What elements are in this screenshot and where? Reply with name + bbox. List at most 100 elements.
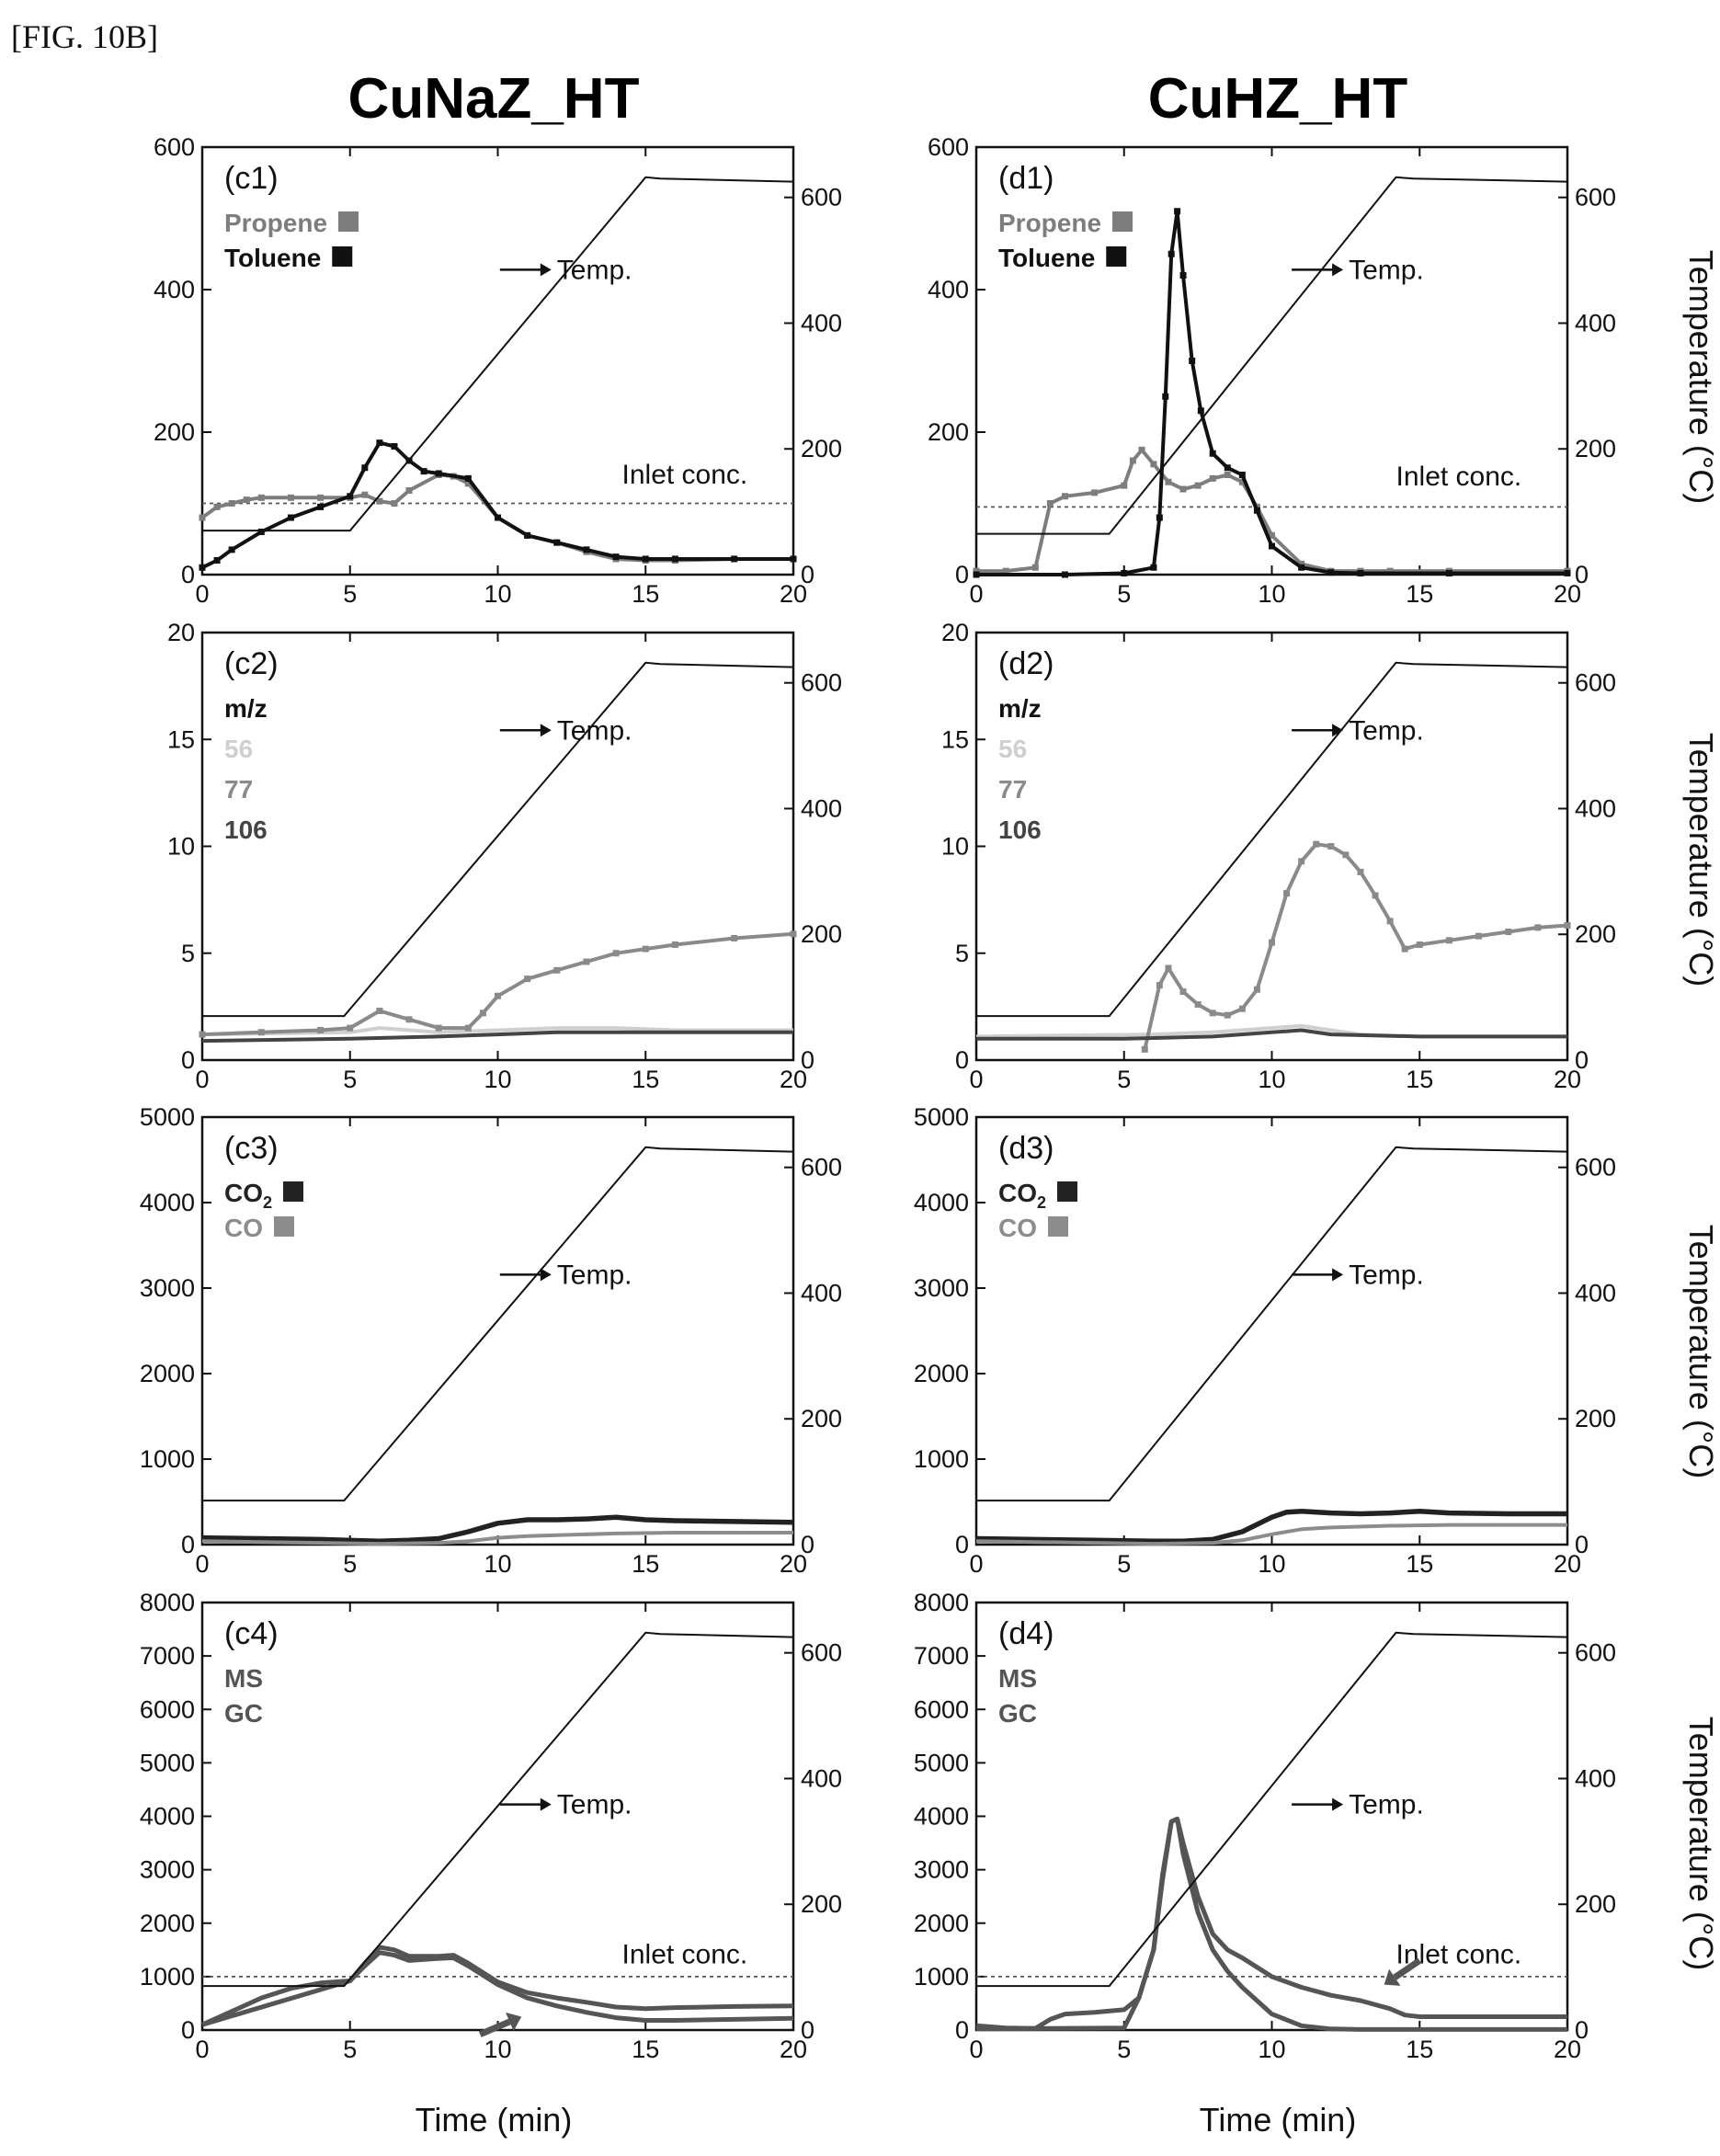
y-tick-label: 15 <box>941 725 969 753</box>
data-point-propene <box>1061 493 1068 500</box>
data-point-toluene <box>524 531 531 539</box>
temp-arrow-head <box>540 1268 552 1282</box>
data-point-77 <box>317 1026 325 1033</box>
y2-axis-label-row3: Temperature (°C) <box>1682 1225 1720 1478</box>
data-point-77 <box>1156 982 1163 989</box>
temperature-line <box>202 1631 794 1988</box>
legend-label-toluene: Toluene <box>998 244 1095 272</box>
y-tick-label: 0 <box>181 1531 195 1558</box>
data-point-propene <box>1150 461 1157 468</box>
data-point-propene <box>1194 482 1202 489</box>
temp-label: Temp. <box>1349 1790 1424 1820</box>
y-tick-label: 0 <box>181 2016 195 2044</box>
inlet-conc-label: Inlet conc. <box>622 460 748 490</box>
data-point-propene <box>1046 500 1054 507</box>
y2-tick-label: 600 <box>1575 184 1616 211</box>
data-point-77 <box>257 1029 265 1036</box>
x-tick-label: 5 <box>1117 2036 1131 2063</box>
data-point-toluene <box>1168 250 1175 257</box>
data-point-77 <box>731 934 738 941</box>
data-point-77 <box>553 966 561 974</box>
inlet-conc-label: Inlet conc. <box>622 1939 748 1969</box>
y-tick-label: 600 <box>928 133 969 161</box>
x-tick-label: 0 <box>195 1550 209 1578</box>
y2-tick-label: 200 <box>801 1890 842 1918</box>
x-tick-label: 20 <box>780 2036 807 2063</box>
y2-tick-label: 400 <box>1575 309 1616 337</box>
series-line-co <box>201 1531 793 1546</box>
panel-label: (d3) <box>998 1131 1054 1166</box>
y-tick-label: 7000 <box>914 1642 969 1670</box>
data-point-toluene <box>257 529 265 535</box>
column-title-cunaz: CuNaZ_HT <box>348 67 640 131</box>
data-point-toluene <box>790 555 797 563</box>
x-tick-label: 20 <box>780 1066 807 1093</box>
y2-tick-label: 400 <box>801 794 842 822</box>
legend-swatch-co2 <box>1057 1181 1078 1202</box>
temperature-line <box>976 661 1568 1018</box>
legend-swatch-co <box>274 1216 294 1237</box>
y-tick-label: 1000 <box>140 1963 195 1991</box>
series-line-gc <box>975 1816 1567 2032</box>
panel-label: (c4) <box>224 1616 279 1651</box>
data-point-propene <box>1386 567 1394 575</box>
y2-tick-label: 200 <box>1575 1890 1616 1918</box>
y-tick-label: 4000 <box>914 1189 969 1216</box>
data-point-toluene <box>347 493 354 500</box>
data-point-toluene <box>495 514 501 521</box>
x-tick-label: 20 <box>780 580 807 608</box>
x-tick-label: 5 <box>343 1550 357 1578</box>
data-point-77 <box>1357 868 1364 875</box>
y-tick-label: 7000 <box>140 1642 195 1670</box>
x-tick-label: 5 <box>343 580 357 608</box>
data-point-77 <box>1475 932 1483 940</box>
data-point-toluene <box>1197 407 1204 415</box>
data-point-77 <box>479 1010 486 1017</box>
data-point-77 <box>1445 937 1452 944</box>
legend-swatch-co2 <box>283 1181 304 1202</box>
temp-arrow-head <box>540 263 552 277</box>
y-tick-label: 0 <box>181 561 195 588</box>
temp-label: Temp. <box>557 1790 632 1820</box>
data-point-77 <box>524 975 531 983</box>
x-tick-label: 15 <box>1406 1550 1433 1578</box>
x-tick-label: 10 <box>1258 1550 1285 1578</box>
data-point-toluene <box>228 546 235 553</box>
data-point-toluene <box>583 546 590 553</box>
series-line-ms <box>975 1816 1567 2031</box>
x-tick-label: 10 <box>1258 1066 1285 1093</box>
data-point-toluene <box>1209 450 1216 457</box>
y-tick-label: 2000 <box>914 1360 969 1387</box>
x-tick-label: 10 <box>1258 2036 1285 2063</box>
data-point-toluene <box>1298 564 1305 571</box>
data-point-propene <box>1129 457 1136 464</box>
data-point-propene <box>1002 567 1009 575</box>
y-tick-label: 1000 <box>914 1963 969 1991</box>
x-tick-label: 0 <box>195 2036 209 2063</box>
y-tick-label: 1000 <box>914 1445 969 1473</box>
y-tick-label: 4000 <box>140 1803 195 1831</box>
legend-label-gc: GC <box>224 1699 263 1728</box>
series-line-co <box>975 1523 1567 1546</box>
y-tick-label: 200 <box>928 418 969 446</box>
y2-tick-label: 400 <box>1575 1764 1616 1792</box>
legend-label-56: 56 <box>998 735 1027 763</box>
figure-label: [FIG. 10B] <box>11 18 158 55</box>
data-point-77 <box>1401 945 1408 953</box>
y2-tick-label: 600 <box>1575 1154 1616 1181</box>
data-point-propene <box>1138 446 1145 453</box>
plot-frame <box>974 1115 1569 1546</box>
data-point-77 <box>1224 1011 1231 1019</box>
x-tick-label: 0 <box>969 580 983 608</box>
data-point-propene <box>376 497 383 505</box>
data-point-propene <box>464 480 472 487</box>
legend-label-propene: Propene <box>998 209 1101 237</box>
legend-swatch-toluene <box>332 246 353 267</box>
data-point-propene <box>1091 489 1099 496</box>
x-tick-label: 15 <box>632 2036 659 2063</box>
y-tick-label: 2000 <box>140 1360 195 1387</box>
legend-label-propene: Propene <box>224 209 327 237</box>
y-tick-label: 20 <box>941 619 969 646</box>
data-point-toluene <box>287 514 294 521</box>
series-line-77 <box>201 931 794 1037</box>
